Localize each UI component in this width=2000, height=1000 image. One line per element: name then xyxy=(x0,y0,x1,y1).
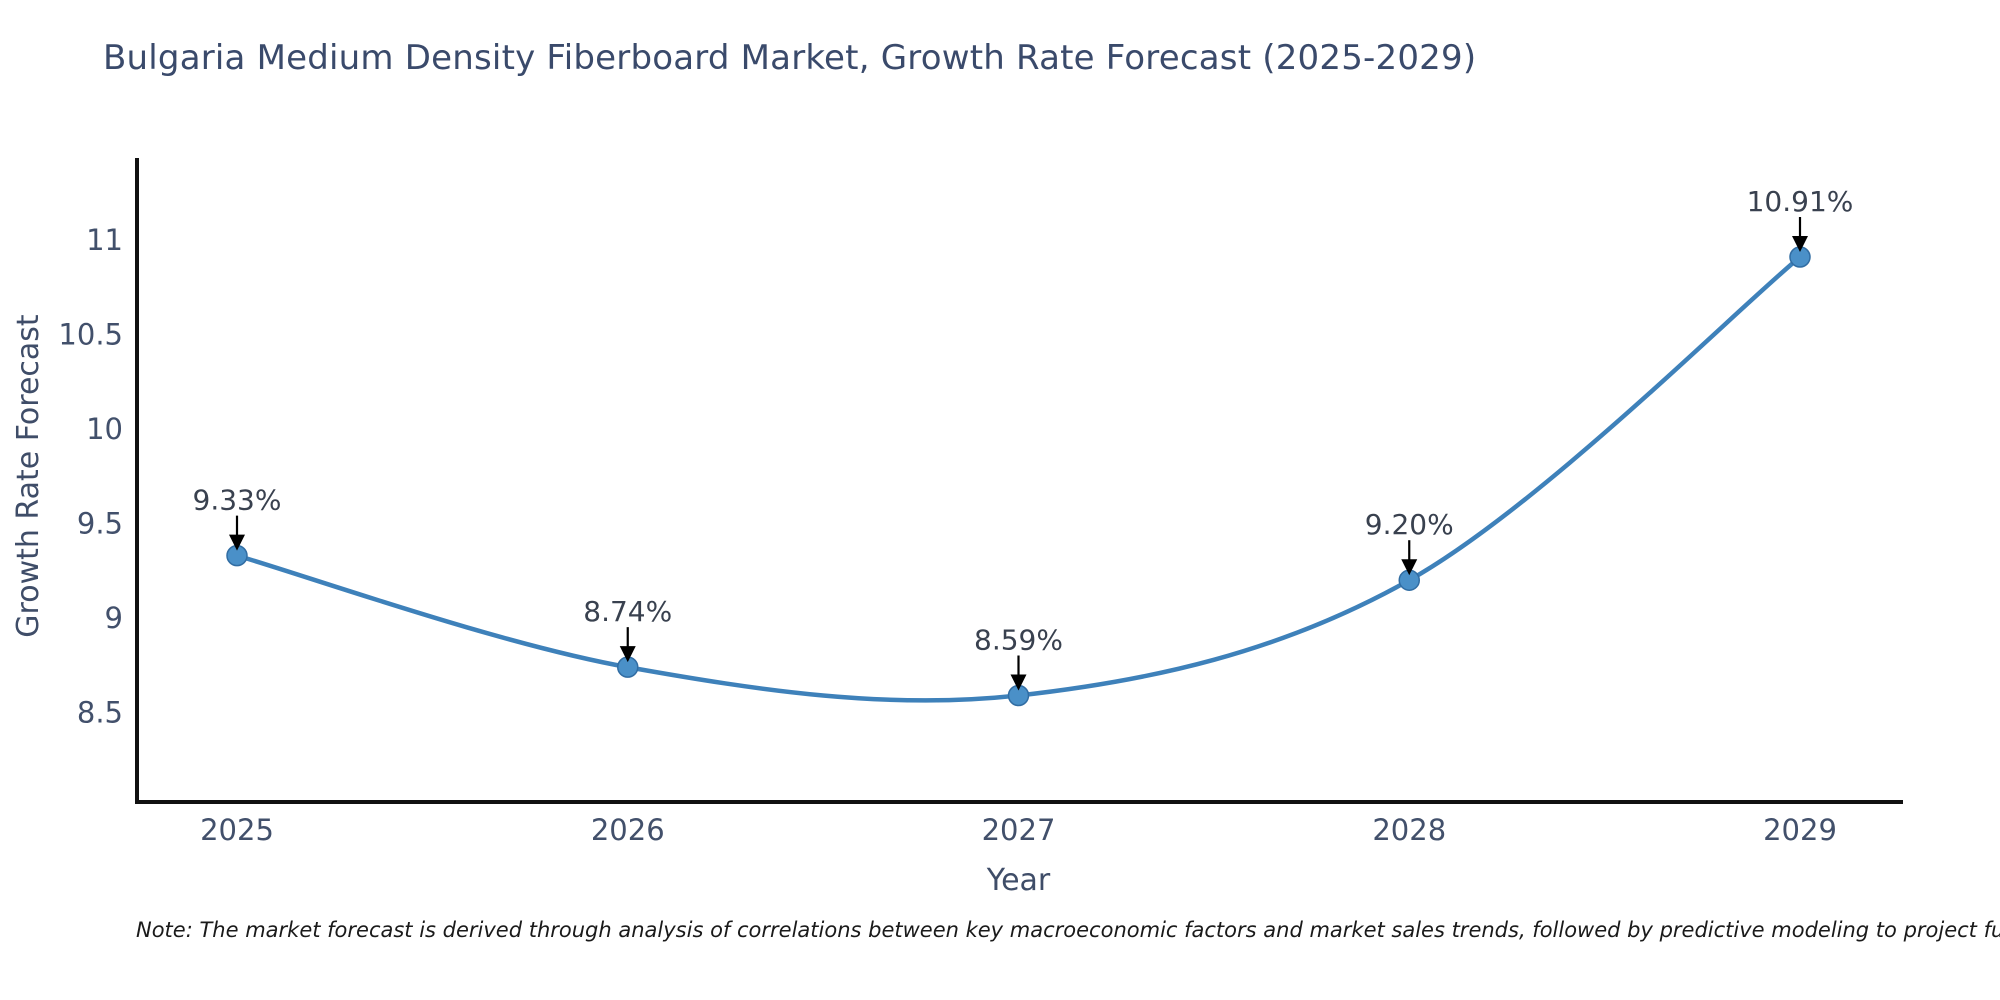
annotation-arrow-head xyxy=(1010,674,1027,691)
annotation-arrow-head xyxy=(619,646,636,663)
x-tick-label: 2028 xyxy=(1372,813,1446,847)
chart-title: Bulgaria Medium Density Fiberboard Marke… xyxy=(103,38,1477,78)
x-tick-label: 2027 xyxy=(982,813,1056,847)
axis-spines xyxy=(135,158,1903,804)
x-axis-title: Year xyxy=(986,863,1051,898)
y-tick-label: 9.5 xyxy=(77,507,123,541)
y-tick-label: 10 xyxy=(86,412,123,446)
data-point-label: 8.59% xyxy=(974,623,1063,656)
data-point-label: 9.33% xyxy=(193,484,282,517)
y-tick-label: 8.5 xyxy=(77,696,123,730)
data-point-label: 9.20% xyxy=(1365,508,1454,541)
x-tick-label: 2025 xyxy=(200,813,274,847)
annotation-arrow-head xyxy=(1792,236,1808,253)
y-axis-title: Growth Rate Forecast xyxy=(11,314,46,638)
y-tick-label: 9 xyxy=(105,601,123,635)
data-point-label: 8.74% xyxy=(583,595,672,628)
y-tick-label: 11 xyxy=(86,223,123,257)
x-tick-label: 2029 xyxy=(1763,813,1837,847)
annotation-arrow-head xyxy=(229,534,245,551)
data-point-label: 10.91% xyxy=(1747,185,1854,218)
annotation-arrow-head xyxy=(1401,559,1418,576)
x-tick-label: 2026 xyxy=(591,813,665,847)
y-tick-label: 10.5 xyxy=(58,318,123,352)
footnote-text: Note: The market forecast is derived thr… xyxy=(136,918,2000,942)
